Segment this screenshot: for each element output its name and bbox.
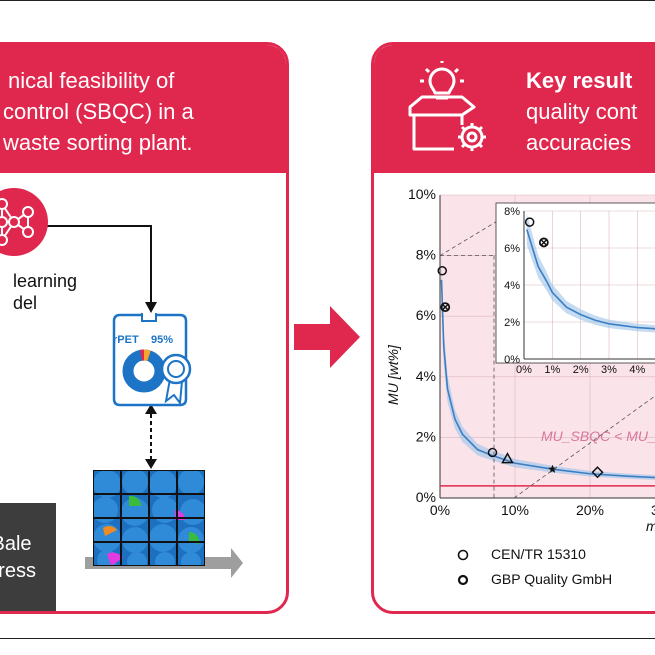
main-y-tick-label: 2% — [416, 428, 436, 444]
main-y-tick-label: 6% — [416, 307, 436, 323]
left-panel-header: nical feasibility of control (SBQC) in a… — [0, 45, 286, 173]
inset-y-tick-label: 6% — [504, 243, 520, 255]
legend-marker-cen — [457, 549, 469, 561]
inset-marker-crossed-circle — [538, 237, 549, 248]
main-marker-crossed-circle — [440, 302, 451, 313]
inset-x-tick-label: 1% — [544, 364, 560, 376]
certificate-percent: 95% — [151, 334, 174, 346]
legend-label-gbp: GBP Quality GmbH — [491, 571, 613, 587]
inset-series-line — [526, 229, 655, 330]
neural-network-icon — [0, 188, 48, 256]
main-y-tick-label: 0% — [416, 489, 436, 505]
inset-y-tick-label: 4% — [504, 280, 520, 292]
inset-confidence-band — [526, 213, 655, 333]
left-title-line-2: control (SBQC) in a — [3, 99, 194, 124]
bale-press-line-1: Bale — [0, 533, 32, 555]
main-y-tick-label: 4% — [416, 368, 436, 384]
main-x-tick-label: 20% — [576, 502, 604, 518]
inset-marker-circle — [524, 217, 535, 227]
certificate-icon — [112, 313, 192, 407]
donut-chart-icon — [122, 349, 166, 393]
legend-marker-gbp — [457, 574, 469, 586]
arrow-right-icon — [294, 306, 360, 368]
main-x-tick-label: 10% — [501, 502, 529, 518]
main-marker-circle — [487, 447, 498, 458]
inset-x-tick-label: 0% — [516, 364, 532, 376]
inset-y-tick-label: 0% — [504, 354, 520, 366]
main-y-tick-label: 10% — [408, 186, 436, 202]
award-ribbon-icon — [160, 353, 192, 406]
model-label-line-1: learning — [13, 271, 78, 291]
main-marker-triangle — [501, 452, 514, 464]
bale-press-box: Bale press — [0, 503, 56, 611]
main-annotation: MU_SBQC < MU_MQ — [541, 428, 655, 444]
left-panel: nical feasibility of control (SBQC) in a… — [0, 42, 289, 614]
legend-label-cen: CEN/TR 15310 — [491, 546, 586, 562]
right-title-line-2: quality cont — [526, 99, 638, 124]
bale-image — [93, 470, 205, 566]
bale-press-line-2: press — [0, 560, 36, 582]
main-marker-circle — [437, 266, 447, 276]
right-panel: Key result quality cont accuracies 0% 2% 4… — [371, 42, 655, 614]
certificate-material: rPET — [113, 334, 139, 346]
main-y-tick-label: 8% — [416, 247, 436, 263]
right-panel-header: Key result quality cont accuracies — [374, 45, 655, 173]
bottom-rule — [0, 638, 655, 639]
main-x-tick-label: 30% — [651, 502, 655, 518]
main-marker-diamond — [591, 466, 604, 479]
inset-y-tick-label: 8% — [504, 206, 520, 218]
main-marker-star — [548, 464, 557, 473]
right-title-line-3: accuracies — [526, 130, 632, 155]
left-title-line-1: nical feasibility of — [8, 68, 175, 93]
zoom-guide-diagonal-top — [439, 204, 525, 256]
top-rule — [0, 0, 655, 1]
inset-x-tick-label: 4% — [629, 364, 645, 376]
left-title-line-3: waste sorting plant. — [3, 130, 193, 155]
main-x-tick-label: 0% — [430, 502, 450, 518]
inset-y-tick-label: 2% — [504, 317, 520, 329]
main-y-axis-label: MU [wt%] — [385, 344, 401, 405]
main-chart: 0%2%4%6%8%10%0%10%20%30%4MU_SBQC < MU_MQ… — [385, 186, 655, 534]
lightbulb-box-gear-icon — [408, 61, 486, 151]
model-label-line-2: del — [13, 293, 38, 313]
inset-x-tick-label: 3% — [601, 364, 617, 376]
main-x-axis-label: m — [646, 518, 655, 534]
inset-x-tick-label: 2% — [573, 364, 589, 376]
right-title-line-1: Key result — [526, 68, 633, 93]
